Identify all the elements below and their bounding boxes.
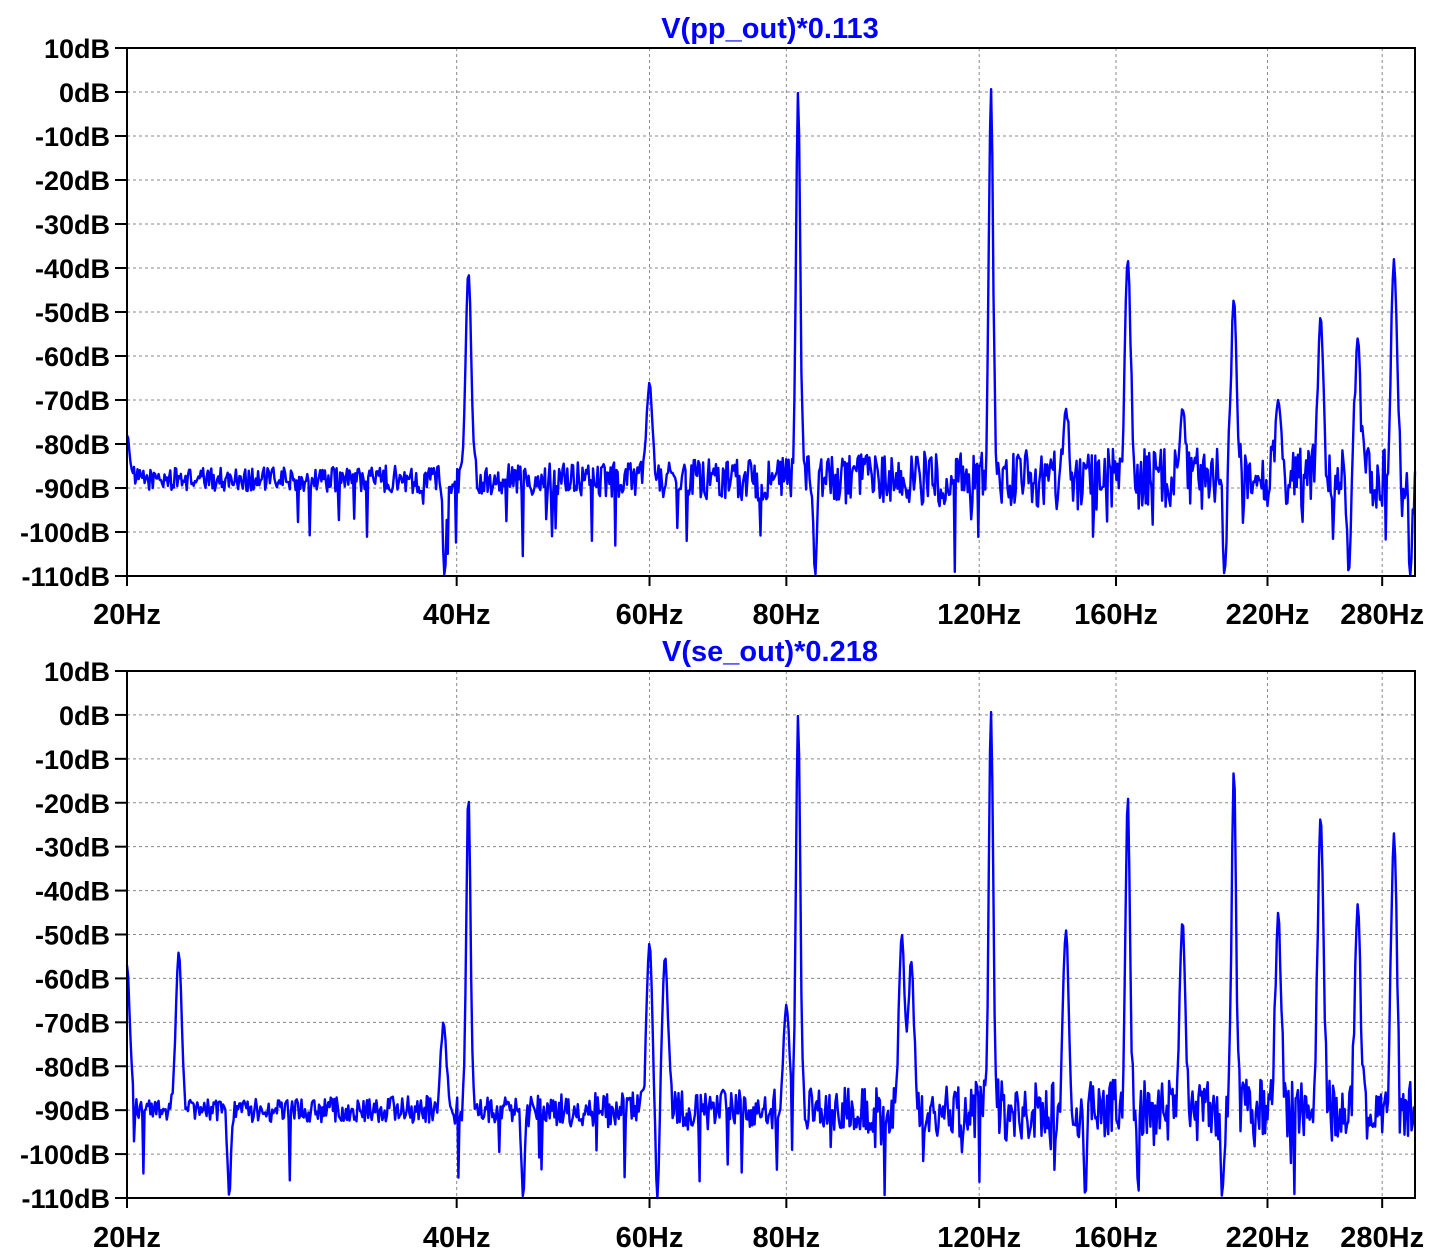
x-tick-label: 60Hz [616, 1222, 684, 1254]
y-tick-label: -80dB [35, 1052, 110, 1082]
y-tick-label: -70dB [35, 1008, 110, 1038]
x-tick-label: 20Hz [93, 599, 161, 631]
x-tick-label: 160Hz [1074, 599, 1158, 631]
y-tick-label: 10dB [44, 657, 110, 687]
y-tick-label: -50dB [35, 298, 110, 328]
x-tick-label: 120Hz [937, 1222, 1021, 1254]
y-tick-label: -50dB [35, 921, 110, 951]
y-tick-label: -30dB [35, 833, 110, 863]
x-tick-label: 80Hz [752, 1222, 820, 1254]
spectrum-trace [125, 710, 1416, 1200]
y-tick-label: -60dB [35, 342, 110, 372]
chart-panel-se-out: 10dB 0dB -10dB -20dB -30dB -40dB -50dB -60dB -70… [20, 636, 1424, 1254]
x-tick-label: 60Hz [616, 599, 684, 631]
x-tick-label: 280Hz [1340, 599, 1424, 631]
y-tick-label: -60dB [35, 964, 110, 994]
y-tick-label: 0dB [59, 78, 110, 108]
y-tick-label: -20dB [35, 789, 110, 819]
y-tick-label: -40dB [35, 254, 110, 284]
y-tick-label: -80dB [35, 430, 110, 460]
spectrum-trace [125, 87, 1417, 577]
x-tick-label: 20Hz [93, 1222, 161, 1254]
x-tick-label: 160Hz [1074, 1222, 1158, 1254]
x-tick-label: 220Hz [1226, 1222, 1310, 1254]
y-tick-label: -90dB [35, 1096, 110, 1126]
y-tick-label: -110dB [21, 562, 110, 592]
x-tick-label: 40Hz [423, 599, 491, 631]
y-tick-label: -10dB [35, 745, 110, 775]
y-tick-label: -100dB [20, 518, 110, 548]
y-tick-label: -110dB [21, 1184, 110, 1214]
chart-title: V(se_out)*0.218 [662, 636, 878, 668]
x-tick-label: 40Hz [423, 1222, 491, 1254]
y-tick-label: -30dB [35, 210, 110, 240]
y-tick-label: -100dB [20, 1140, 110, 1170]
y-tick-label: 0dB [59, 701, 110, 731]
x-tick-label: 280Hz [1340, 1222, 1424, 1254]
x-tick-label: 80Hz [752, 599, 820, 631]
y-tick-label: -90dB [35, 474, 110, 504]
y-tick-label: -70dB [35, 386, 110, 416]
y-tick-label: -10dB [35, 122, 110, 152]
y-tick-label: -40dB [35, 877, 110, 907]
x-tick-label: 220Hz [1226, 599, 1310, 631]
chart-panel-pp-out: 10dB 0dB -10dB -20dB -30dB -40dB -50dB -60dB -70… [20, 13, 1424, 631]
chart-title: V(pp_out)*0.113 [661, 13, 879, 45]
y-tick-label: 10dB [44, 34, 110, 64]
x-tick-label: 120Hz [937, 599, 1021, 631]
y-tick-label: -20dB [35, 166, 110, 196]
